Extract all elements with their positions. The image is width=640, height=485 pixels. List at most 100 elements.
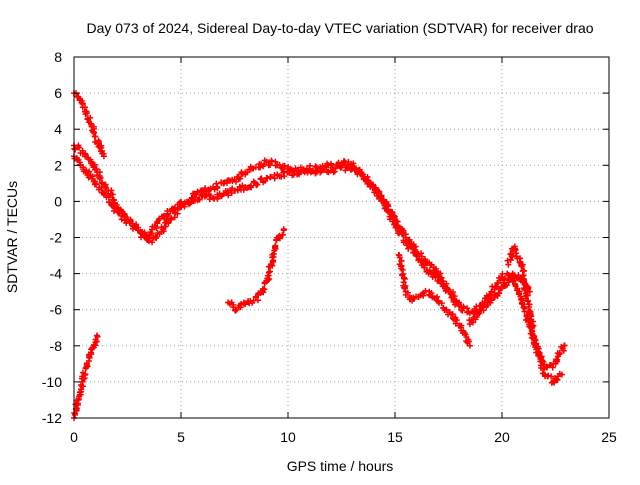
trace-marker xyxy=(452,320,459,327)
trace-marker xyxy=(310,167,317,174)
trace-marker xyxy=(531,336,538,343)
trace-marker xyxy=(331,168,338,175)
grid-layer xyxy=(74,57,609,418)
trace-marker xyxy=(82,371,89,378)
x-tick-label: 25 xyxy=(601,429,617,445)
trace-marker xyxy=(497,277,504,284)
trace-marker xyxy=(114,204,121,211)
data-point xyxy=(456,299,463,306)
trace-marker xyxy=(77,161,84,168)
trace-marker xyxy=(329,164,336,171)
trace-marker xyxy=(80,376,87,383)
trace-marker xyxy=(254,181,261,188)
y-tick-label: -12 xyxy=(42,410,62,426)
trace-marker xyxy=(276,233,282,240)
y-tick-label: 2 xyxy=(54,157,62,173)
data-point xyxy=(561,342,568,349)
trace-marker xyxy=(85,115,92,122)
trace-marker xyxy=(281,162,288,169)
trace-marker xyxy=(230,303,237,310)
trace-marker xyxy=(404,289,411,296)
trace-marker xyxy=(449,292,456,299)
trace-marker xyxy=(340,158,347,165)
tick-layer: 0 5 10 15 20 25 -12 -10 -8 -6 -4 -2 0 2 4 6 8 xyxy=(42,49,617,445)
trace-marker xyxy=(267,162,274,169)
series-trace-8 xyxy=(504,243,568,371)
x-axis-label: GPS time / hours xyxy=(287,458,394,474)
trace-marker xyxy=(237,175,244,182)
trace-marker xyxy=(258,175,265,182)
y-tick-label: -2 xyxy=(50,230,63,246)
trace-marker xyxy=(102,183,109,190)
trace-marker xyxy=(309,168,316,175)
trace-marker xyxy=(480,307,487,314)
trace-marker xyxy=(91,133,98,140)
trace-marker xyxy=(267,173,274,180)
trace-marker xyxy=(279,231,286,238)
y-tick-label: -6 xyxy=(50,302,63,318)
data-point xyxy=(317,169,324,176)
trace-marker xyxy=(127,217,134,224)
chart-title: Day 073 of 2024, Sidereal Day-to-day VTE… xyxy=(86,20,593,36)
data-point xyxy=(558,371,565,378)
trace-marker xyxy=(461,329,468,336)
trace-marker xyxy=(500,279,507,286)
trace-marker xyxy=(503,282,510,289)
trace-marker xyxy=(264,272,271,279)
trace-marker xyxy=(160,228,167,235)
trace-marker xyxy=(202,185,209,192)
y-tick-label: 8 xyxy=(54,49,62,65)
x-tick-label: 15 xyxy=(387,429,403,445)
trace-marker xyxy=(186,199,193,206)
x-tick-label: 20 xyxy=(494,429,510,445)
trace-marker xyxy=(517,293,524,300)
trace-marker xyxy=(213,180,220,187)
trace-marker xyxy=(171,214,178,221)
trace-marker xyxy=(434,293,441,300)
data-point xyxy=(505,261,512,268)
trace-marker xyxy=(418,250,425,257)
trace-marker xyxy=(551,379,558,386)
trace-marker xyxy=(385,203,392,210)
data-point xyxy=(280,227,287,234)
trace-marker xyxy=(93,166,100,173)
trace-marker xyxy=(548,373,555,380)
trace-marker xyxy=(488,297,495,304)
data-point xyxy=(499,285,505,292)
trace-marker xyxy=(390,212,397,219)
trace-marker xyxy=(257,176,264,183)
x-tick-label: 0 xyxy=(70,429,78,445)
trace-marker xyxy=(303,167,310,174)
trace-marker xyxy=(264,175,271,182)
trace-marker xyxy=(558,343,565,350)
trace-marker xyxy=(96,175,103,182)
trace-marker xyxy=(396,254,403,261)
trace-marker xyxy=(404,238,411,245)
trace-marker xyxy=(518,263,525,270)
trace-marker xyxy=(79,100,86,107)
x-tick-label: 5 xyxy=(177,429,185,445)
trace-marker xyxy=(521,286,528,293)
data-point xyxy=(402,234,409,241)
series-trace-6 xyxy=(395,251,473,349)
trace-marker xyxy=(168,215,175,222)
trace-marker xyxy=(259,285,266,292)
y-tick-label: 0 xyxy=(54,193,62,209)
data-point xyxy=(210,194,217,201)
trace-marker xyxy=(560,347,567,354)
trace-marker xyxy=(78,97,85,104)
trace-marker xyxy=(214,184,221,191)
trace-marker xyxy=(428,290,435,297)
data-point xyxy=(100,153,107,160)
trace-marker xyxy=(153,225,160,232)
trace-marker xyxy=(248,184,255,191)
trace-marker xyxy=(138,234,145,241)
trace-marker xyxy=(83,108,90,115)
series-trace-3 xyxy=(71,90,107,160)
trace-marker xyxy=(535,348,542,355)
trace-marker xyxy=(195,196,202,203)
trace-marker xyxy=(376,188,383,195)
